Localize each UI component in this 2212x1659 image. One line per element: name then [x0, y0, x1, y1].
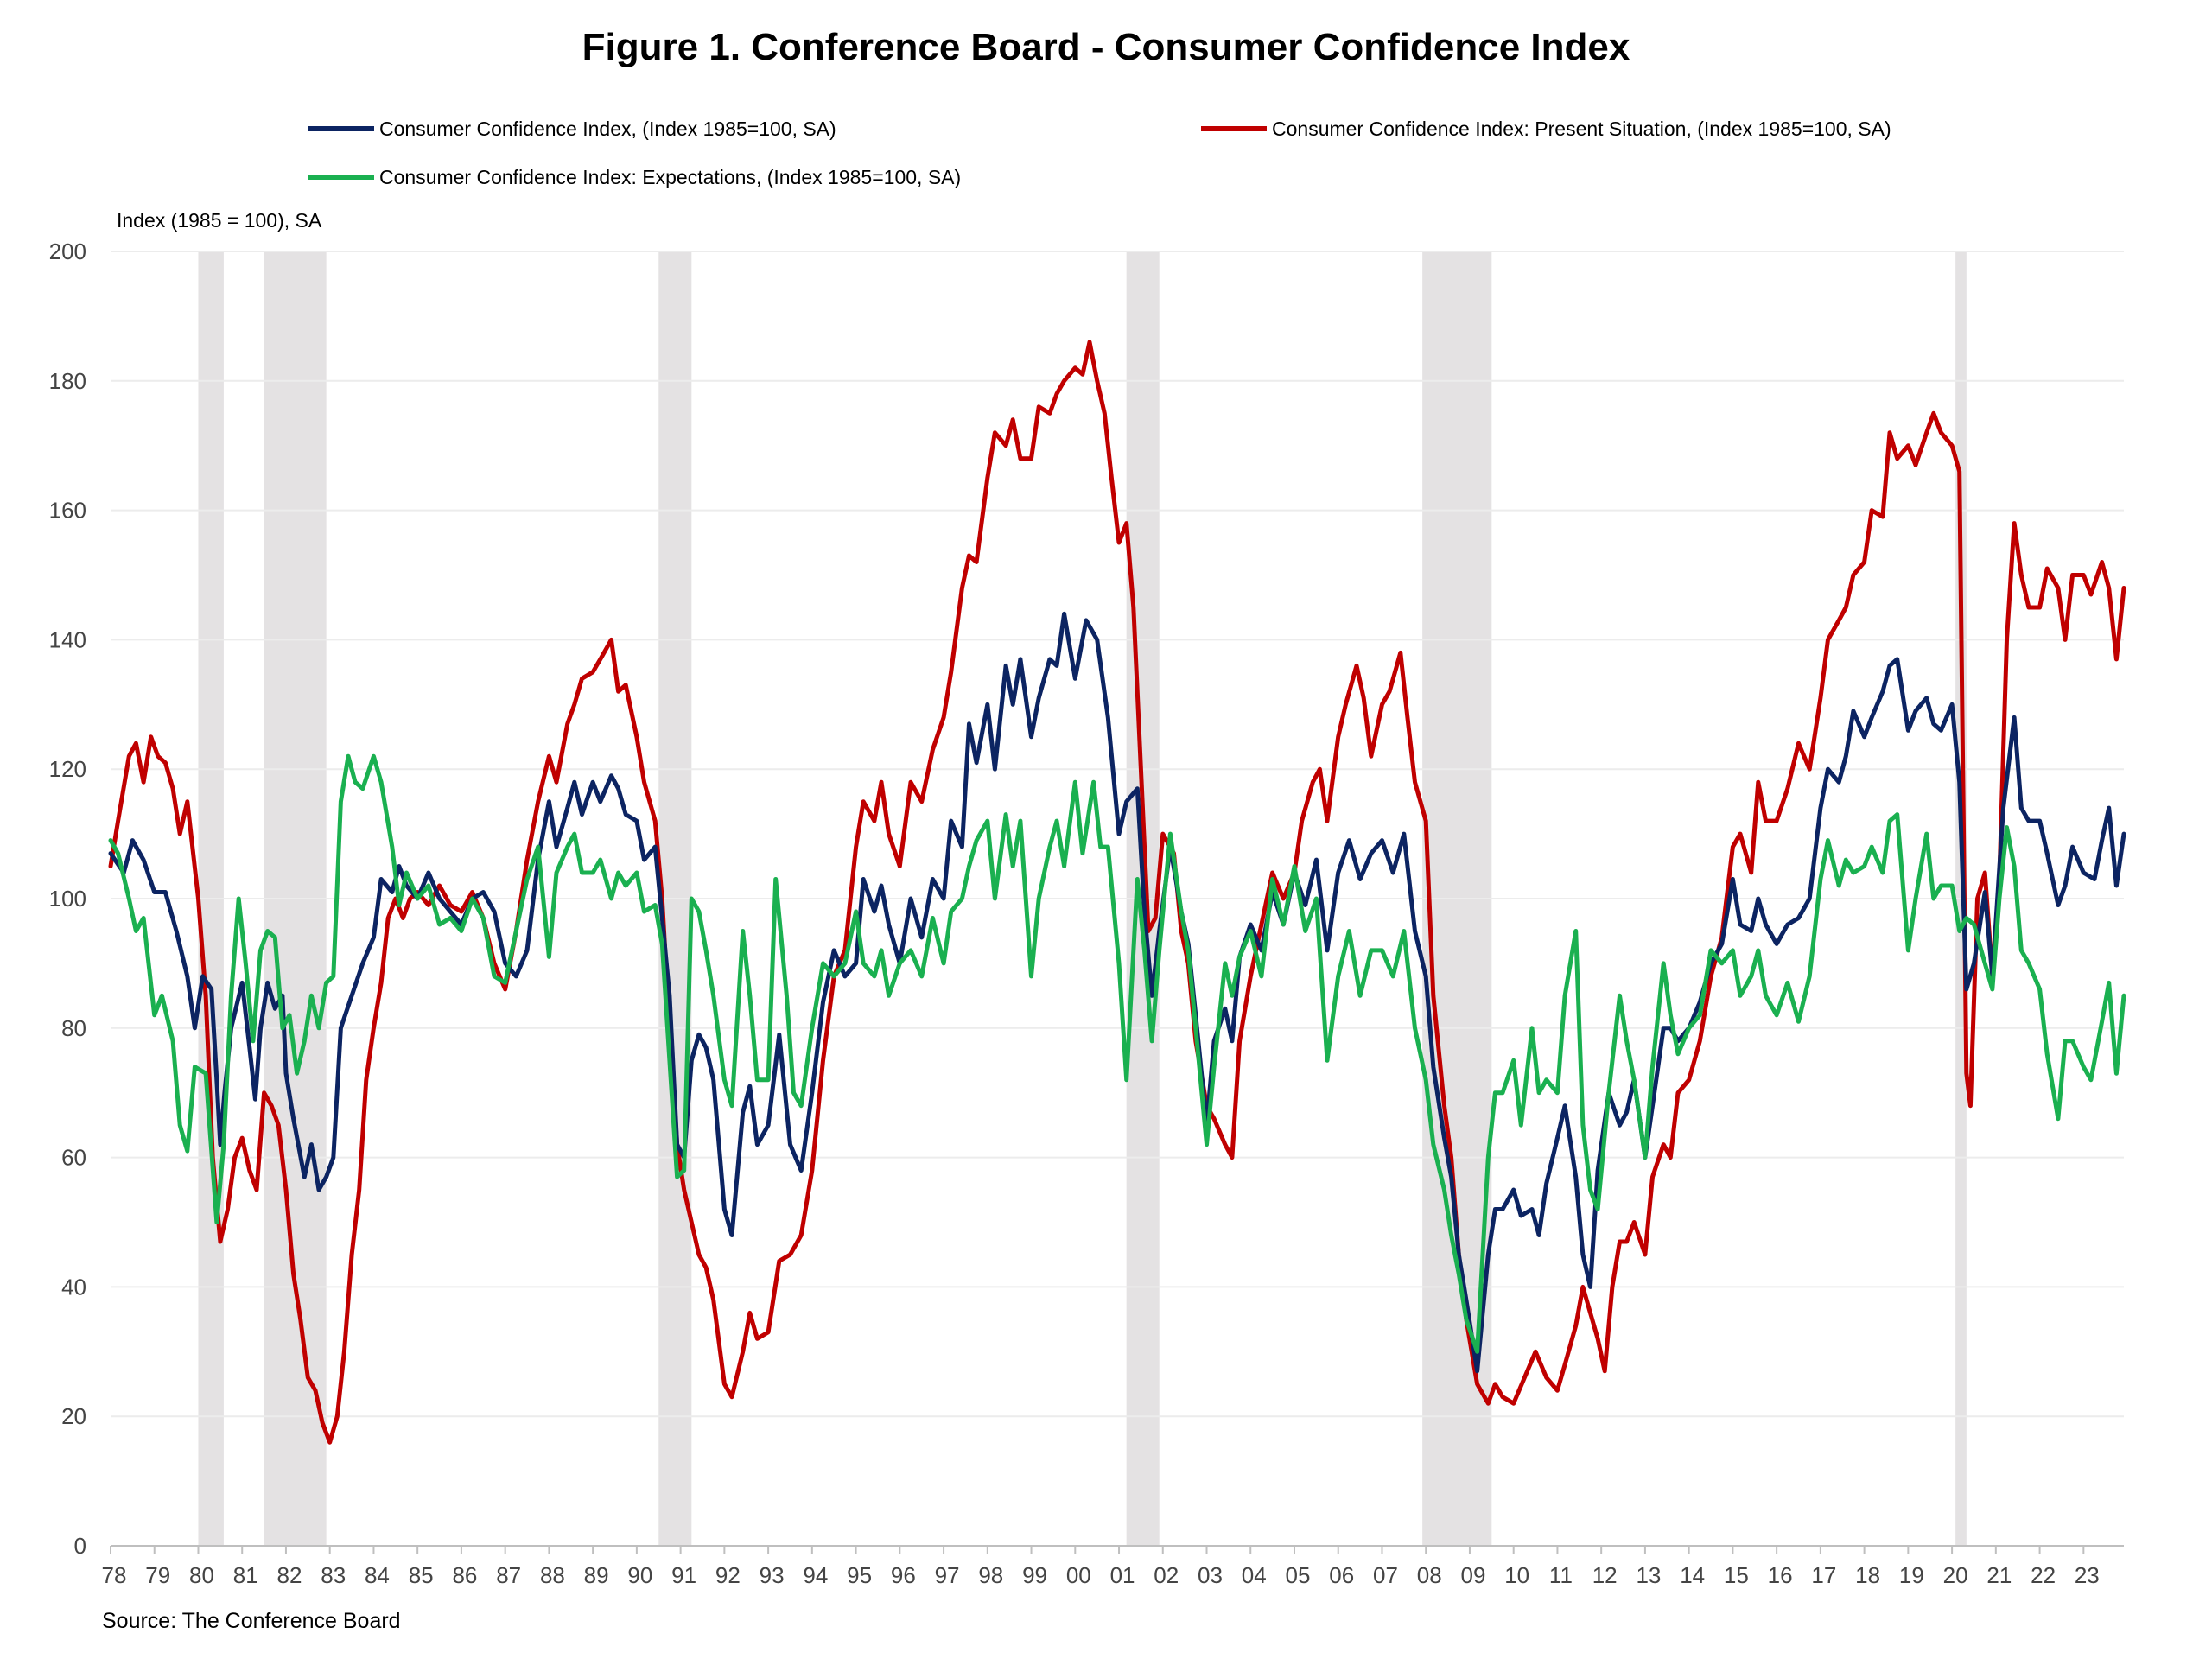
- legend-swatch-present-situation: [1201, 126, 1267, 131]
- x-tick-label: 97: [935, 1562, 960, 1588]
- y-tick-label: 20: [61, 1403, 86, 1429]
- x-tick-label: 82: [277, 1562, 302, 1588]
- x-tick-label: 88: [540, 1562, 565, 1588]
- y-tick-label: 180: [49, 368, 86, 394]
- y-axis-ticks: 0 20 40 60 80 100 120 140 160 180 200: [49, 238, 86, 1559]
- gridlines: [111, 251, 2124, 1418]
- x-tick-label: 14: [1680, 1562, 1705, 1588]
- legend-swatch-expectations: [308, 175, 374, 180]
- y-tick-label: 200: [49, 238, 86, 264]
- legend-label-cci: Consumer Confidence Index, (Index 1985=1…: [379, 117, 836, 140]
- x-tick-label: 95: [847, 1562, 872, 1588]
- y-tick-label: 120: [49, 756, 86, 782]
- source-note: Source: The Conference Board: [102, 1609, 401, 1633]
- x-tick-label: 96: [891, 1562, 916, 1588]
- x-tick-label: 01: [1110, 1562, 1135, 1588]
- x-tick-label: 05: [1286, 1562, 1311, 1588]
- x-tick-label: 81: [233, 1562, 258, 1588]
- y-tick-label: 140: [49, 626, 86, 652]
- x-tick-label: 19: [1899, 1562, 1924, 1588]
- x-tick-label: 02: [1154, 1562, 1179, 1588]
- legend-item-present-situation: Consumer Confidence Index: Present Situa…: [1201, 111, 1891, 146]
- chart-title: Figure 1. Conference Board - Consumer Co…: [582, 26, 1630, 68]
- legend-item-cci: Consumer Confidence Index, (Index 1985=1…: [308, 111, 836, 146]
- y-tick-label: 160: [49, 498, 86, 524]
- y-tick-label: 80: [61, 1015, 86, 1041]
- x-tick-label: 09: [1460, 1562, 1485, 1588]
- x-tick-label: 80: [189, 1562, 214, 1588]
- x-tick-label: 85: [409, 1562, 434, 1588]
- x-tick-label: 11: [1549, 1562, 1573, 1588]
- x-tick-label: 18: [1855, 1562, 1880, 1588]
- legend-label-present-situation: Consumer Confidence Index: Present Situa…: [1272, 117, 1891, 140]
- x-tick-label: 78: [102, 1562, 127, 1588]
- x-tick-label: 90: [627, 1562, 652, 1588]
- x-tick-label: 15: [1724, 1562, 1749, 1588]
- x-tick-label: 92: [715, 1562, 741, 1588]
- x-tick-label: 99: [1022, 1562, 1047, 1588]
- x-tick-label: 84: [365, 1562, 390, 1588]
- y-tick-label: 60: [61, 1145, 86, 1171]
- x-tick-label: 98: [978, 1562, 1003, 1588]
- x-tick-label: 10: [1504, 1562, 1529, 1588]
- x-tick-label: 87: [496, 1562, 521, 1588]
- y-tick-label: 0: [74, 1533, 86, 1559]
- x-axis-ticks: 78 79 80 81 82 83 84 85 86 87 88 89 90 91 92 93 94 95 96 97…: [102, 1546, 2100, 1588]
- series-line-cci: [108, 611, 2126, 1374]
- y-tick-label: 100: [49, 886, 86, 912]
- x-tick-label: 83: [321, 1562, 346, 1588]
- series-lines: [108, 340, 2126, 1445]
- x-tick-label: 08: [1417, 1562, 1442, 1588]
- legend-item-expectations: Consumer Confidence Index: Expectations,…: [308, 160, 961, 194]
- y-axis-unit-label: Index (1985 = 100), SA: [117, 209, 322, 232]
- x-tick-label: 86: [452, 1562, 477, 1588]
- x-tick-label: 79: [145, 1562, 170, 1588]
- x-tick-label: 12: [1592, 1562, 1618, 1588]
- y-tick-label: 40: [61, 1274, 86, 1300]
- x-tick-label: 22: [2031, 1562, 2056, 1588]
- x-tick-label: 23: [2075, 1562, 2100, 1588]
- x-tick-label: 07: [1373, 1562, 1398, 1588]
- x-tick-label: 04: [1242, 1562, 1267, 1588]
- x-tick-label: 91: [671, 1562, 696, 1588]
- legend-label-expectations: Consumer Confidence Index: Expectations,…: [379, 165, 962, 188]
- x-tick-label: 00: [1066, 1562, 1091, 1588]
- x-tick-label: 94: [803, 1562, 828, 1588]
- x-tick-label: 16: [1768, 1562, 1793, 1588]
- series-line-present-situation: [108, 340, 2126, 1445]
- x-tick-label: 17: [1811, 1562, 1836, 1588]
- x-tick-label: 21: [1986, 1562, 2012, 1588]
- legend-swatch-cci: [308, 126, 374, 131]
- x-tick-label: 03: [1198, 1562, 1223, 1588]
- x-tick-label: 93: [760, 1562, 785, 1588]
- x-tick-label: 89: [584, 1562, 609, 1588]
- x-tick-label: 20: [1943, 1562, 1968, 1588]
- x-tick-label: 06: [1329, 1562, 1354, 1588]
- x-tick-label: 13: [1636, 1562, 1661, 1588]
- series-line-expectations: [108, 753, 2126, 1354]
